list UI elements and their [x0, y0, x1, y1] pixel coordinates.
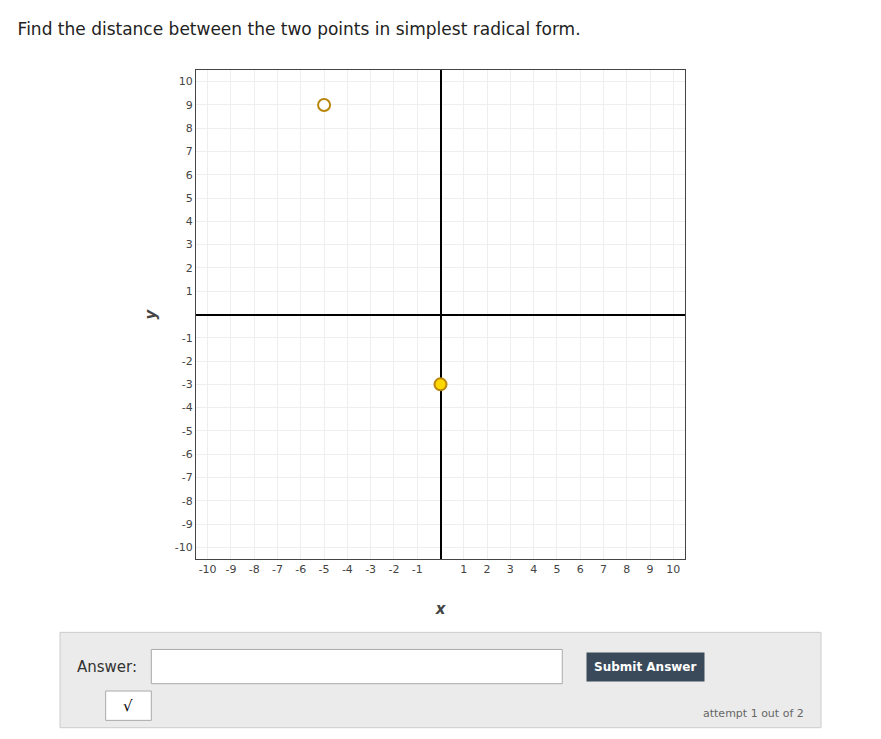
svg-text:-6: -6: [182, 448, 193, 461]
svg-text:√: √: [123, 697, 133, 715]
svg-text:-9: -9: [182, 518, 193, 531]
svg-text:-5: -5: [319, 563, 330, 576]
svg-text:9: 9: [647, 563, 654, 576]
svg-text:4: 4: [530, 563, 537, 576]
svg-text:-10: -10: [175, 541, 193, 554]
svg-text:Submit Answer: Submit Answer: [594, 660, 697, 674]
svg-text:-7: -7: [272, 563, 283, 576]
svg-text:-9: -9: [225, 563, 236, 576]
svg-text:2: 2: [186, 262, 193, 275]
svg-text:7: 7: [600, 563, 607, 576]
svg-text:-8: -8: [249, 563, 260, 576]
svg-text:4: 4: [186, 215, 193, 228]
svg-text:6: 6: [186, 169, 193, 182]
svg-text:-3: -3: [182, 378, 193, 391]
svg-text:7: 7: [186, 145, 193, 158]
svg-text:-1: -1: [412, 563, 423, 576]
svg-text:-7: -7: [182, 471, 193, 484]
svg-text:1: 1: [186, 285, 193, 298]
svg-text:Answer:: Answer:: [77, 658, 137, 676]
svg-text:5: 5: [553, 563, 560, 576]
svg-text:8: 8: [186, 122, 193, 135]
svg-text:2: 2: [484, 563, 491, 576]
svg-text:x: x: [435, 600, 447, 618]
svg-text:-4: -4: [342, 563, 353, 576]
svg-text:-2: -2: [388, 563, 399, 576]
svg-text:1: 1: [460, 563, 467, 576]
svg-text:-10: -10: [199, 563, 217, 576]
svg-text:Find the distance between the: Find the distance between the two points…: [18, 19, 581, 39]
svg-text:-6: -6: [295, 563, 306, 576]
svg-text:-3: -3: [365, 563, 376, 576]
svg-text:10: 10: [666, 563, 680, 576]
svg-text:-2: -2: [182, 355, 193, 368]
svg-text:9: 9: [186, 99, 193, 112]
svg-text:8: 8: [623, 563, 630, 576]
svg-text:y: y: [142, 308, 160, 319]
svg-text:5: 5: [186, 192, 193, 205]
svg-text:-8: -8: [182, 495, 193, 508]
svg-text:3: 3: [186, 238, 193, 251]
svg-text:3: 3: [507, 563, 514, 576]
svg-text:6: 6: [577, 563, 584, 576]
svg-text:-1: -1: [182, 332, 193, 345]
svg-text:-4: -4: [182, 401, 193, 414]
svg-text:10: 10: [179, 75, 193, 88]
svg-text:-5: -5: [182, 425, 193, 438]
svg-text:attempt 1 out of 2: attempt 1 out of 2: [703, 707, 804, 720]
